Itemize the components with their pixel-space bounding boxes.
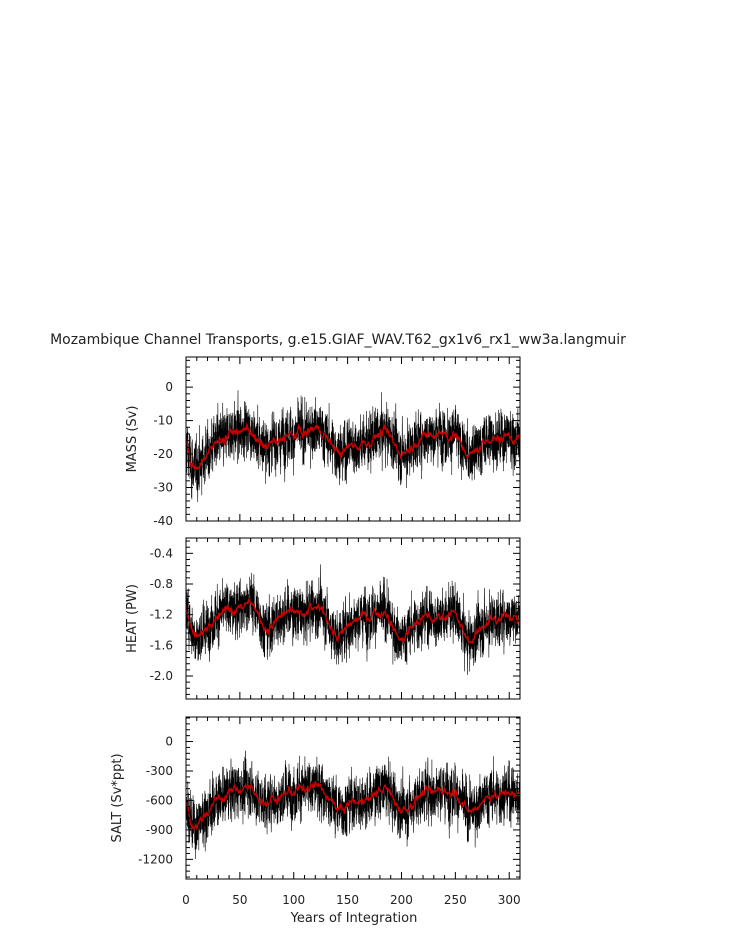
panel-1: -0.4 -0.8 -1.2 -1.6 -2.0 HEAT (PW) <box>125 537 521 700</box>
y-tick-label: -1200 <box>138 852 173 866</box>
raw-series-line-0 <box>186 390 520 502</box>
y-tick-label: -20 <box>153 447 173 461</box>
panel-frame-0 <box>185 356 521 522</box>
x-tick-label: 0 <box>182 893 190 907</box>
x-tick-label: 150 <box>336 893 359 907</box>
panel-2: 0 -300 -600 -900 -1200 SALT (Sv*ppt) <box>110 716 521 880</box>
y-tick-label: -1.2 <box>150 608 173 622</box>
y-axis-label: SALT (Sv*ppt) <box>110 753 125 842</box>
y-tick-label: -40 <box>153 514 173 528</box>
chart-panels: 0 -10 -20 -30 -40 MASS (Sv) -0.4 -0.8 -1.2 -1.6 -2… <box>110 356 521 907</box>
y-tick-label: 0 <box>165 380 173 394</box>
y-tick-label: -0.4 <box>150 546 173 560</box>
x-tick-label: 200 <box>390 893 413 907</box>
y-tick-label: -900 <box>146 823 173 837</box>
panel-0: 0 -10 -20 -30 -40 MASS (Sv) <box>125 356 521 528</box>
raw-series-line-2 <box>186 750 520 859</box>
smoothed-series-line-0 <box>186 422 520 471</box>
y-tick-label: -0.8 <box>150 577 173 591</box>
y-tick-label: -2.0 <box>150 669 173 683</box>
x-axis-label: Years of Integration <box>290 911 418 926</box>
panel-frame-2 <box>185 716 521 880</box>
x-tick-label: 100 <box>282 893 305 907</box>
y-tick-label: 0 <box>165 735 173 749</box>
smoothed-series-line-1 <box>186 597 520 645</box>
y-tick-label: -30 <box>153 481 173 495</box>
y-axis-label: HEAT (PW) <box>125 584 140 653</box>
y-tick-label: -1.6 <box>150 638 173 652</box>
y-tick-label: -600 <box>146 793 173 807</box>
y-axis-label: MASS (Sv) <box>125 406 140 473</box>
y-tick-label: -300 <box>146 764 173 778</box>
panel-frame-1 <box>185 537 521 700</box>
x-tick-label: 50 <box>232 893 247 907</box>
chart-title: Mozambique Channel Transports, g.e15.GIA… <box>50 332 626 348</box>
raw-series-line-1 <box>186 564 520 676</box>
x-tick-label: 300 <box>498 893 521 907</box>
y-tick-label: -10 <box>153 414 173 428</box>
x-tick-label: 250 <box>444 893 467 907</box>
smoothed-series-line-2 <box>186 780 520 831</box>
